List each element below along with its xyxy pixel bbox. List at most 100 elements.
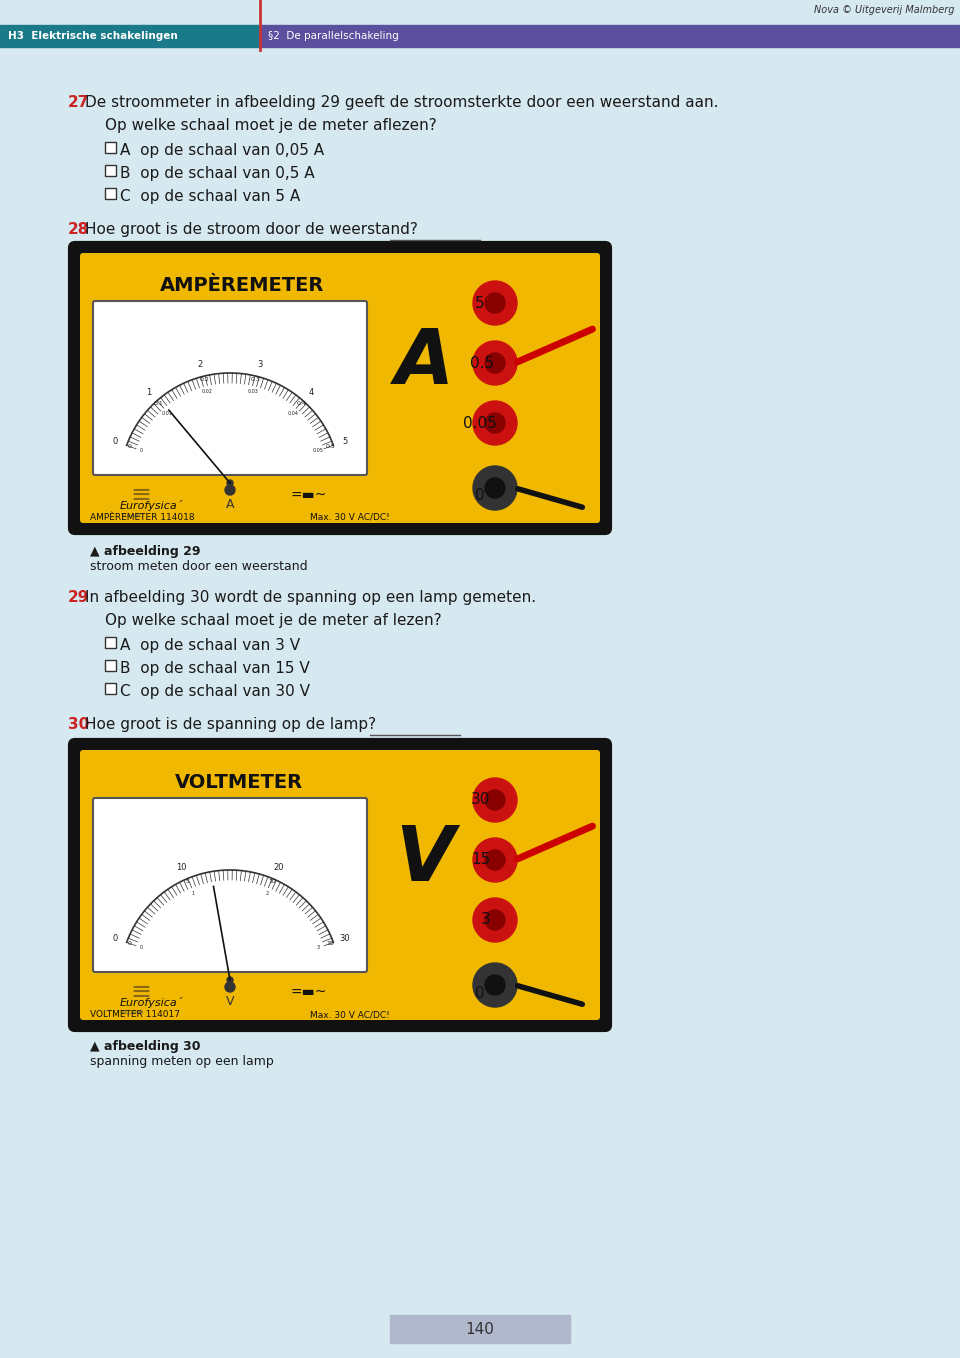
Circle shape: [473, 963, 517, 1008]
Text: Nova © Uitgeverij Malmberg: Nova © Uitgeverij Malmberg: [814, 5, 955, 15]
Text: 0.05: 0.05: [463, 416, 496, 430]
Text: 0.02: 0.02: [202, 390, 213, 394]
Bar: [105, 187, 116, 200]
Circle shape: [473, 401, 517, 445]
Text: 15: 15: [471, 853, 491, 868]
Text: B  op de schaal van 0,5 A: B op de schaal van 0,5 A: [120, 166, 315, 181]
Text: spanning meten op een lamp: spanning meten op een lamp: [90, 1055, 274, 1067]
Text: 0.3: 0.3: [251, 376, 261, 382]
Text: 27: 27: [68, 95, 89, 110]
Text: A  op de schaal van 0,05 A: A op de schaal van 0,05 A: [120, 143, 324, 158]
Text: H3  Elektrische schakelingen: H3 Elektrische schakelingen: [8, 31, 178, 41]
Text: §2  De parallelschakeling: §2 De parallelschakeling: [268, 31, 398, 41]
Text: TILLAND: TILLAND: [120, 1010, 143, 1014]
Text: 0: 0: [128, 941, 132, 947]
Text: 140: 140: [466, 1321, 494, 1336]
FancyBboxPatch shape: [93, 799, 367, 972]
Text: 0: 0: [475, 986, 485, 1001]
Text: 29: 29: [68, 589, 89, 606]
Text: A: A: [395, 326, 454, 401]
Text: V: V: [226, 995, 234, 1008]
Bar: [105, 660, 116, 671]
Text: ▲ afbeelding 29: ▲ afbeelding 29: [90, 545, 201, 558]
Text: 0: 0: [475, 489, 485, 504]
Text: Max. 30 V AC/DC!: Max. 30 V AC/DC!: [310, 1010, 390, 1018]
Text: VOLTMETER: VOLTMETER: [175, 773, 303, 792]
Text: VOLTMETER 114017: VOLTMETER 114017: [90, 1010, 180, 1018]
FancyBboxPatch shape: [93, 301, 367, 475]
Bar: [105, 166, 116, 177]
Circle shape: [485, 975, 505, 995]
Text: AMPÈREMETER: AMPÈREMETER: [160, 276, 324, 295]
FancyBboxPatch shape: [70, 740, 610, 1029]
Circle shape: [485, 910, 505, 930]
Bar: [260, 24, 960, 48]
Text: 30: 30: [339, 934, 350, 942]
Text: 0: 0: [140, 448, 143, 454]
Text: 0.03: 0.03: [248, 390, 258, 394]
Text: Eurofysica´: Eurofysica´: [120, 500, 183, 511]
Text: TILLAND: TILLAND: [120, 513, 143, 517]
Text: 0.1: 0.1: [154, 401, 163, 406]
Text: Hoe groot is de stroom door de weerstand?: Hoe groot is de stroom door de weerstand…: [85, 221, 418, 238]
Text: Eurofysica´: Eurofysica´: [120, 997, 183, 1008]
Circle shape: [473, 466, 517, 511]
Text: 28: 28: [68, 221, 89, 238]
Text: 0.5: 0.5: [325, 444, 335, 449]
Text: B  op de schaal van 15 V: B op de schaal van 15 V: [120, 661, 310, 676]
Text: 0.04: 0.04: [287, 410, 299, 416]
Text: 0: 0: [112, 437, 118, 445]
Text: 5: 5: [185, 879, 189, 884]
Text: Op welke schaal moet je de meter aflezen?: Op welke schaal moet je de meter aflezen…: [105, 118, 437, 133]
Circle shape: [227, 479, 233, 486]
Text: stroom meten door een weerstand: stroom meten door een weerstand: [90, 559, 307, 573]
Circle shape: [473, 281, 517, 325]
Text: 0: 0: [128, 444, 132, 449]
Circle shape: [485, 413, 505, 433]
Text: C  op de schaal van 5 A: C op de schaal van 5 A: [120, 189, 300, 204]
Text: 3: 3: [257, 360, 262, 369]
Text: V: V: [395, 823, 454, 898]
Text: 5: 5: [342, 437, 348, 445]
FancyBboxPatch shape: [80, 253, 600, 523]
Text: Hoe groot is de spanning op de lamp?: Hoe groot is de spanning op de lamp?: [85, 717, 376, 732]
FancyBboxPatch shape: [70, 243, 610, 532]
Text: 30: 30: [471, 793, 491, 808]
Text: ▲ afbeelding 30: ▲ afbeelding 30: [90, 1040, 201, 1052]
Text: 0.05: 0.05: [313, 448, 324, 454]
Circle shape: [473, 778, 517, 822]
Circle shape: [473, 898, 517, 942]
Text: 0.01: 0.01: [161, 410, 173, 416]
Text: 1: 1: [191, 891, 194, 896]
Text: 0.2: 0.2: [199, 376, 209, 382]
Text: 5: 5: [475, 296, 485, 311]
Text: 0: 0: [112, 934, 118, 942]
Circle shape: [485, 478, 505, 498]
Text: 0.5: 0.5: [470, 356, 494, 371]
Circle shape: [473, 838, 517, 881]
Circle shape: [225, 982, 235, 991]
Text: In afbeelding 30 wordt de spanning op een lamp gemeten.: In afbeelding 30 wordt de spanning op ee…: [85, 589, 536, 606]
Text: =▬~: =▬~: [290, 488, 326, 502]
Text: 3: 3: [317, 945, 320, 951]
Text: De stroommeter in afbeelding 29 geeft de stroomsterkte door een weerstand aan.: De stroommeter in afbeelding 29 geeft de…: [85, 95, 718, 110]
Text: C  op de schaal van 30 V: C op de schaal van 30 V: [120, 684, 310, 699]
Bar: [105, 637, 116, 648]
Text: AMPÈREMETER 114018: AMPÈREMETER 114018: [90, 513, 195, 521]
Text: 3: 3: [481, 913, 491, 928]
Text: 0.4: 0.4: [297, 401, 306, 406]
Text: Max. 30 V AC/DC!: Max. 30 V AC/DC!: [310, 513, 390, 521]
Text: ≡: ≡: [130, 483, 151, 507]
Text: A: A: [226, 498, 234, 511]
Text: 4: 4: [309, 388, 314, 397]
Text: A  op de schaal van 3 V: A op de schaal van 3 V: [120, 638, 300, 653]
Circle shape: [225, 485, 235, 496]
Circle shape: [473, 341, 517, 386]
Text: 1: 1: [146, 388, 151, 397]
Bar: [390, 1315, 570, 1343]
Bar: [105, 683, 116, 694]
Text: 30: 30: [68, 717, 89, 732]
Text: ≡: ≡: [130, 980, 151, 1004]
Circle shape: [227, 976, 233, 983]
Circle shape: [485, 293, 505, 312]
